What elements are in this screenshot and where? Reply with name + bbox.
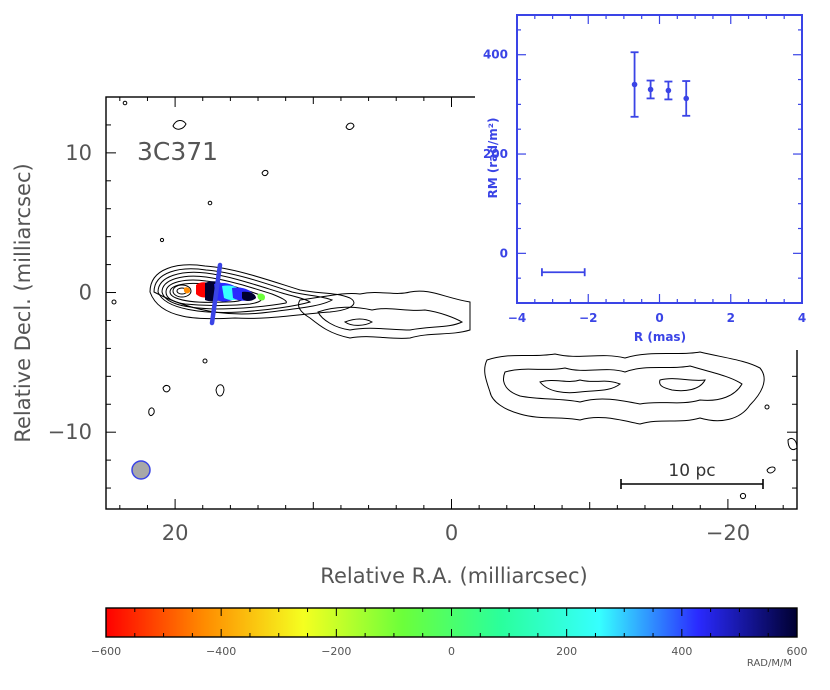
inset-x-tick-label: 0 [655,311,663,325]
inset-background [475,12,825,350]
rm-patch-dark-2 [242,291,256,301]
inset-y-label: RM (rad/m²) [486,117,500,198]
colorbar-ticks: −600 −400 −200 0 200 400 600 [91,608,808,658]
inset-data-point [631,81,638,88]
contour-isolated-6 [111,299,117,305]
contour-isolated-7 [122,100,128,106]
rm-patch-orange [183,287,191,294]
inset-x-tick-label: 2 [727,311,735,325]
contour-isolated-1 [172,120,187,130]
inset-data-point [647,86,654,93]
source-label: 3C371 [137,137,218,166]
inset-x-tick-label: 4 [798,311,806,325]
contour-isolated-2 [345,122,355,130]
contour-isolated-9 [162,385,171,393]
contour-jet-outer [297,290,471,339]
contour-core-7 [172,284,192,298]
contour-isolated-12 [764,404,770,410]
contour-diffuse-inner-2 [659,378,706,392]
colorbar-tick-label: 0 [448,645,455,658]
contour-jet-inner [317,306,464,331]
contour-isolated-10 [215,384,225,397]
main-y-label: Relative Decl. (milliarcsec) [11,163,35,442]
inset-points [541,51,691,277]
inset-x-tick-label: −4 [508,311,526,325]
colorbar-tick-label: −600 [91,645,121,658]
contour-isolated-8 [202,358,208,364]
contour-isolated-4 [207,200,213,206]
colorbar-tick-label: −200 [321,645,351,658]
inset-data-point [683,95,690,102]
contour-diffuse-inner-1 [539,379,621,394]
contour-isolated-11 [148,407,155,417]
colorbar: −600 −400 −200 0 200 400 600 RAD/M/M [91,607,808,669]
inset-x-tick-label: −2 [579,311,597,325]
scale-bar: 10 pc [620,461,764,489]
inset-y-tick-label: 400 [483,48,508,62]
inset-x-label: R (mas) [634,330,686,344]
contour-core-1 [149,264,355,320]
colorbar-tick-label: −400 [206,645,236,658]
contour-isolated-15 [739,492,747,500]
contour-core-5 [165,279,263,306]
x-tick-label: 20 [162,521,189,545]
contour-diffuse-middle [503,365,743,405]
contour-diffuse-outer [484,351,765,425]
colorbar-tick-label: 200 [556,645,577,658]
y-tick-label: 0 [79,281,92,305]
x-tick-label: −20 [706,521,750,545]
x-tick-label: 0 [445,521,458,545]
contour-jet-knot [343,318,374,326]
inset-y-tick-label: 0 [500,246,508,260]
contour-isolated-14 [766,466,776,474]
colorbar-tick-label: 600 [787,645,808,658]
contour-core-3 [157,271,312,313]
inset-plot: −4 −2 0 2 4 0 200 400 R (mas) RM (rad/m²) [475,12,825,350]
y-tick-label: 10 [65,141,92,165]
inset-axis-ticks: −4 −2 0 2 4 0 200 400 [483,15,806,325]
rm-slice-line [209,262,223,326]
y-tick-label: −10 [48,420,92,444]
contour-core-4 [161,275,287,310]
colorbar-tick-label: 400 [671,645,692,658]
contour-isolated-5 [159,237,165,243]
scale-bar-label: 10 pc [668,461,715,481]
contour-isolated-13 [787,437,797,451]
inset-data-point [665,87,672,94]
contour-isolated-3 [261,169,269,177]
beam-ellipse [131,460,151,480]
contours [111,100,797,500]
inset-y-tick-label: 200 [483,147,508,161]
rm-patch-green [257,293,266,301]
main-x-label: Relative R.A. (milliarcsec) [320,564,587,588]
colorbar-unit: RAD/M/M [747,658,792,669]
